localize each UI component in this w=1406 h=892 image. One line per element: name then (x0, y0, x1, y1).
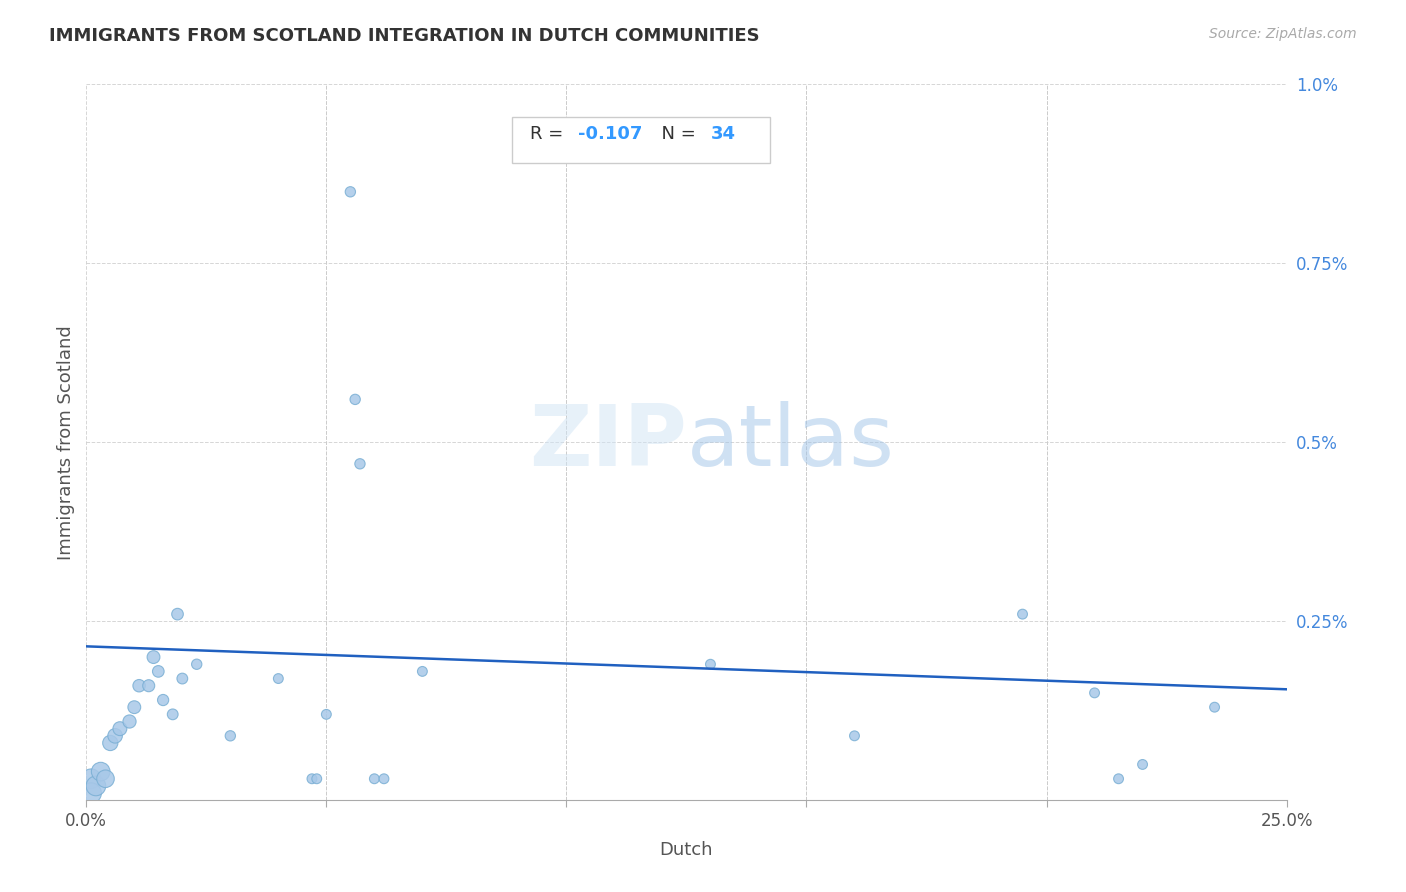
Text: ZIP: ZIP (529, 401, 686, 483)
Point (267, 672, 290, 686)
Point (90, 764, 112, 779)
Point (373, 772, 395, 786)
Point (152, 693, 174, 707)
Point (98, 736, 121, 750)
Point (118, 714, 141, 729)
Y-axis label: Immigrants from Scotland: Immigrants from Scotland (58, 325, 75, 559)
Point (1132, 757, 1154, 772)
Point (108, 722, 131, 736)
Point (142, 650, 165, 665)
Point (305, 772, 328, 786)
Point (94, 772, 117, 786)
Point (104, 729, 127, 743)
Point (1108, 772, 1130, 786)
Point (699, 657, 721, 672)
Point (172, 672, 194, 686)
Point (148, 665, 170, 679)
Point (411, 665, 433, 679)
Point (1011, 607, 1033, 621)
Text: N =: N = (651, 125, 702, 144)
Point (80, 772, 103, 786)
Point (363, 772, 385, 786)
Text: R =: R = (530, 125, 569, 144)
Point (301, 772, 323, 786)
FancyBboxPatch shape (512, 117, 770, 163)
Text: Source: ZipAtlas.com: Source: ZipAtlas.com (1209, 27, 1357, 41)
Point (166, 607, 188, 621)
Point (124, 700, 146, 714)
Point (344, 392, 367, 407)
Text: atlas: atlas (686, 401, 894, 483)
X-axis label: Dutch: Dutch (659, 841, 713, 859)
Point (138, 679, 160, 693)
Point (128, 679, 150, 693)
Point (349, 457, 371, 471)
Point (162, 707, 184, 722)
Point (219, 729, 242, 743)
Point (1083, 686, 1105, 700)
Point (80, 786, 103, 800)
Point (339, 185, 361, 199)
Text: 34: 34 (710, 125, 735, 144)
Point (844, 729, 866, 743)
Point (186, 657, 208, 672)
Text: IMMIGRANTS FROM SCOTLAND INTEGRATION IN DUTCH COMMUNITIES: IMMIGRANTS FROM SCOTLAND INTEGRATION IN … (49, 27, 759, 45)
Point (84, 779, 107, 793)
Point (1204, 700, 1226, 714)
Point (315, 707, 337, 722)
Text: -0.107: -0.107 (578, 125, 643, 144)
